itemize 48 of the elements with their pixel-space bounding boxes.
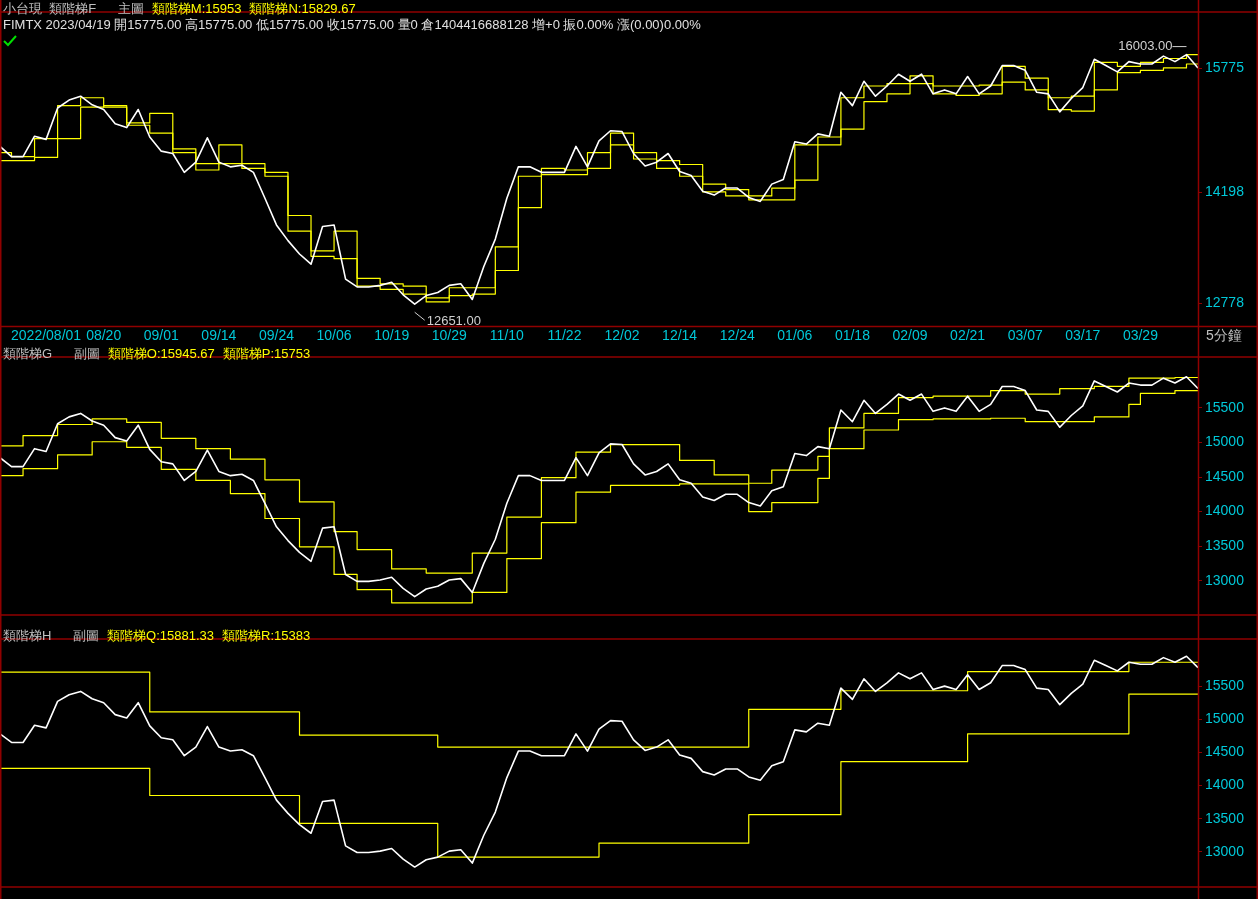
x-tick-label: 01/18: [834, 326, 871, 343]
annotation: 類階梯M:15953: [151, 1, 242, 16]
x-tick-label: 02/09: [892, 326, 928, 343]
y-tick-label: 15500: [1205, 676, 1245, 693]
chart-title: 類階梯G 副圖: [3, 346, 100, 361]
x-tick-label: 09/14: [201, 326, 237, 343]
x-axis-title: 5分鐘: [1206, 326, 1242, 343]
annotation: 16003.00: [1118, 37, 1173, 53]
y-tick-label: 15500: [1205, 398, 1245, 415]
x-tick-label: 01/06: [777, 326, 813, 343]
y-tick-label: 15000: [1205, 433, 1245, 450]
annotation: 類階梯O:15945.67: [107, 346, 215, 361]
y-tick-label: 14500: [1205, 743, 1245, 760]
y-tick-label: 14500: [1205, 467, 1245, 484]
annotation: 類階梯R:15383: [222, 628, 311, 643]
x-tick-label: 10/19: [374, 326, 410, 343]
x-tick-label: 10/29: [431, 326, 467, 343]
x-tick-label: 09/24: [258, 326, 295, 343]
x-tick-label: 2022/08/01: [11, 326, 82, 343]
x-tick-label: 03/17: [1065, 326, 1101, 343]
y-tick-label: 15775: [1205, 59, 1245, 76]
y-tick-label: 15000: [1205, 710, 1245, 727]
annotation: 類階梯Q:15881.33: [107, 628, 215, 643]
annotation: 類階梯N:15829.67: [249, 1, 356, 16]
y-tick-label: 13000: [1205, 842, 1245, 859]
chart-title: 小台現 類階梯F 主圖: [3, 1, 144, 16]
x-tick-label: 08/20: [86, 326, 122, 343]
annotation: 類階梯P:15753: [222, 346, 311, 361]
x-tick-label: 12/02: [604, 326, 640, 343]
y-tick-label: 14000: [1205, 502, 1245, 519]
y-tick-label: 13500: [1205, 536, 1245, 553]
x-tick-label: 12/14: [662, 326, 698, 343]
x-tick-label: 11/10: [489, 326, 525, 343]
y-tick-label: 13000: [1205, 571, 1245, 588]
y-tick-label: 13500: [1205, 809, 1245, 826]
x-tick-label: 03/29: [1122, 326, 1159, 343]
x-tick-label: 02/21: [950, 326, 986, 343]
x-tick-label: 12/24: [719, 326, 755, 343]
x-tick-label: 09/01: [143, 326, 179, 343]
y-tick-label: 14198: [1205, 182, 1245, 199]
y-tick-label: 14000: [1205, 776, 1245, 793]
y-tick-label: 12778: [1205, 294, 1245, 311]
x-tick-label: 11/22: [547, 326, 582, 343]
annotation: 12651.00: [426, 312, 481, 328]
chart-title: 類階梯H 副圖: [3, 628, 100, 643]
x-tick-label: 10/06: [316, 326, 352, 343]
x-tick-label: 03/07: [1007, 326, 1043, 343]
chart-subtitle: FIMTX 2023/04/19 開15775.00 高15775.00 低15775.00 收15775.00 量0 倉1404416688128 增+0 振0.00% 漲(0.00)0.00%: [3, 17, 701, 33]
